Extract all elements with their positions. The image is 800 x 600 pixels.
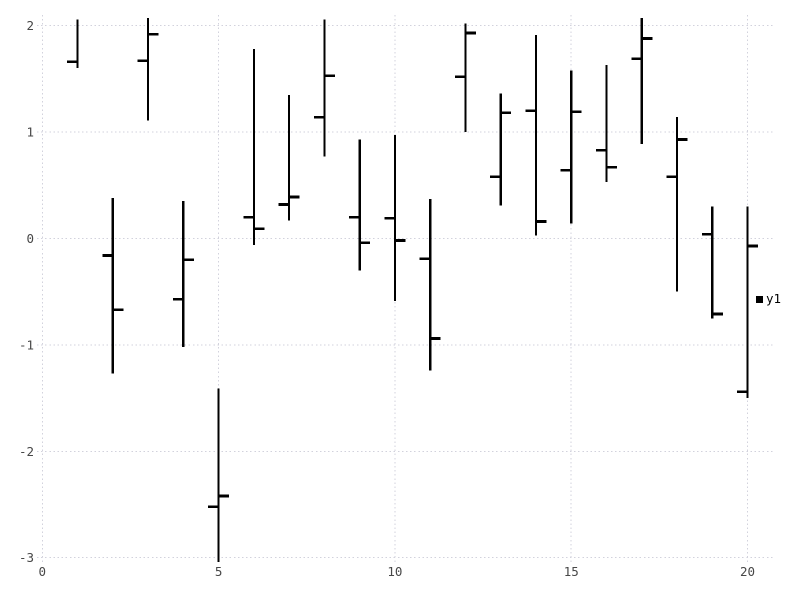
x-axis-tick-label: 0 xyxy=(39,564,47,579)
legend-marker-square-icon xyxy=(756,295,763,303)
legend: y1 xyxy=(756,291,782,306)
x-axis-tick-label: 20 xyxy=(740,564,755,579)
y-axis-tick-label: -3 xyxy=(19,550,34,565)
y-axis-tick-label: 0 xyxy=(26,231,34,246)
x-axis-tick-label: 15 xyxy=(564,564,579,579)
y-axis-tick-label: -2 xyxy=(19,444,34,459)
legend-label: y1 xyxy=(766,291,782,306)
x-axis-tick-label: 5 xyxy=(215,564,223,579)
y-axis-tick-label: 1 xyxy=(26,125,34,140)
y-axis-tick-label: 2 xyxy=(26,18,34,33)
x-axis-tick-label: 10 xyxy=(387,564,402,579)
y-axis-tick-label: -1 xyxy=(19,337,34,352)
